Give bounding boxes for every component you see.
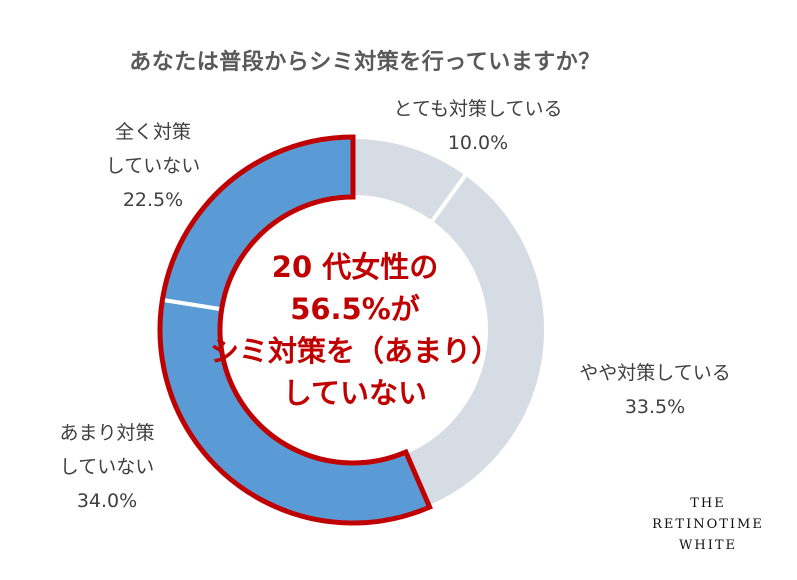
highlight-outline — [157, 134, 433, 526]
label-somewhat-name: やや対策している — [579, 362, 731, 384]
label-somewhat: やや対策している 33.5% — [555, 356, 755, 424]
center-line-3: シミ対策を（あまり） — [209, 334, 500, 368]
label-not-at-all-line2: していない — [105, 155, 201, 177]
label-very-value: 10.0% — [447, 132, 509, 154]
label-somewhat-value: 33.5% — [624, 396, 686, 418]
slice-somewhat — [403, 171, 548, 510]
center-line-1: 20 代女性の — [271, 250, 439, 284]
label-not-much-line1: あまり対策 — [59, 422, 155, 444]
center-line-2: 56.5%が — [290, 292, 420, 326]
chart-title: あなたは普段からシミ対策を行っていますか？ — [129, 50, 601, 75]
brand-logo: THE RETINOTIME WHITE — [648, 493, 768, 556]
brand-line-3: WHITE — [679, 538, 737, 553]
label-not-much-line2: していない — [59, 456, 155, 478]
label-not-at-all-line1: 全く対策 — [114, 121, 191, 143]
label-not-at-all-value: 22.5% — [122, 189, 184, 211]
label-not-much-value: 34.0% — [76, 490, 138, 512]
brand-line-2: RETINOTIME — [652, 517, 764, 532]
label-very-name: とても対策している — [393, 98, 563, 120]
center-line-4: していない — [282, 376, 428, 410]
center-callout: 20 代女性の 56.5%が シミ対策を（あまり） していない — [205, 246, 505, 414]
label-not-much: あまり対策 していない 34.0% — [42, 416, 172, 518]
brand-line-1: THE — [690, 496, 726, 511]
label-not-at-all: 全く対策 していない 22.5% — [88, 115, 218, 217]
label-very: とても対策している 10.0% — [378, 92, 578, 160]
